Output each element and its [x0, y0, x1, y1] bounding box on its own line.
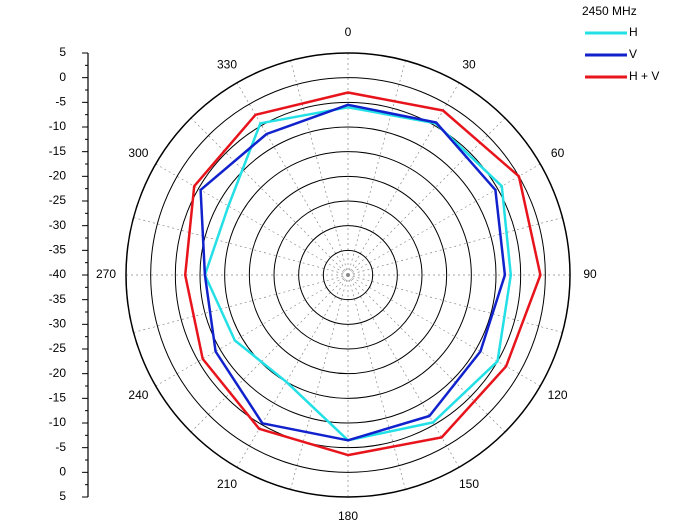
angle-label: 300: [128, 146, 148, 160]
spoke: [347, 82, 460, 276]
spoke: [155, 163, 349, 276]
axis-tick-label: 0: [59, 465, 66, 479]
series-line: [199, 103, 507, 442]
spoke: [347, 117, 506, 276]
axis-tick-label: 5: [59, 489, 66, 503]
ring: [322, 249, 374, 301]
angle-label: 90: [583, 267, 597, 281]
spoke: [347, 274, 541, 387]
ring: [224, 151, 472, 399]
angle-label: 240: [128, 388, 148, 402]
angle-label: 210: [217, 477, 237, 491]
angle-label: 60: [551, 146, 565, 160]
ring: [174, 101, 522, 449]
legend-label: V: [629, 47, 637, 61]
axis-tick-label: -35: [49, 292, 67, 306]
series-line: [203, 106, 513, 442]
legend-label: H + V: [629, 69, 659, 83]
spoke: [347, 274, 460, 468]
axis-tick-label: -20: [49, 366, 67, 380]
angle-label: 0: [345, 25, 352, 39]
spoke: [133, 217, 349, 276]
spoke: [290, 60, 349, 276]
legend-label: H: [629, 25, 638, 39]
axis-tick-label: -15: [49, 144, 67, 158]
spoke: [347, 217, 563, 276]
spoke: [347, 163, 541, 276]
spoke: [347, 274, 563, 333]
axis-tick-label: -10: [49, 119, 67, 133]
ring: [199, 126, 497, 424]
angle-label: 180: [338, 509, 358, 523]
spoke: [347, 274, 406, 490]
angle-label: 30: [462, 58, 476, 72]
series-line: [183, 91, 542, 457]
spoke: [290, 274, 349, 490]
axis-tick-label: 5: [59, 45, 66, 59]
axis-tick-label: -15: [49, 391, 67, 405]
axis-tick-label: -25: [49, 193, 67, 207]
ring: [248, 175, 448, 375]
angle-label: 150: [459, 477, 479, 491]
ring: [273, 200, 423, 350]
ring: [298, 225, 398, 325]
axis-tick-label: -30: [49, 317, 67, 331]
legend-title: 2450 MHz: [582, 4, 637, 18]
spoke: [347, 60, 406, 276]
angle-label: 120: [548, 388, 568, 402]
axis-tick-label: -10: [49, 415, 67, 429]
ring: [125, 52, 571, 498]
spoke: [190, 117, 349, 276]
axis-tick-label: -35: [49, 243, 67, 257]
angle-label: 330: [217, 58, 237, 72]
ring: [150, 77, 546, 473]
spoke: [236, 274, 349, 468]
angle-label: 270: [96, 267, 116, 281]
axis-tick-label: -30: [49, 218, 67, 232]
axis-tick-label: -40: [49, 267, 67, 281]
axis-tick-label: -25: [49, 341, 67, 355]
axis-tick-label: 0: [59, 70, 66, 84]
spoke: [347, 274, 506, 433]
axis-tick-label: -5: [55, 95, 66, 109]
spoke: [133, 274, 349, 333]
axis-tick-label: -20: [49, 169, 67, 183]
spoke: [155, 274, 349, 387]
spoke: [190, 274, 349, 433]
axis-tick-label: -5: [55, 440, 66, 454]
